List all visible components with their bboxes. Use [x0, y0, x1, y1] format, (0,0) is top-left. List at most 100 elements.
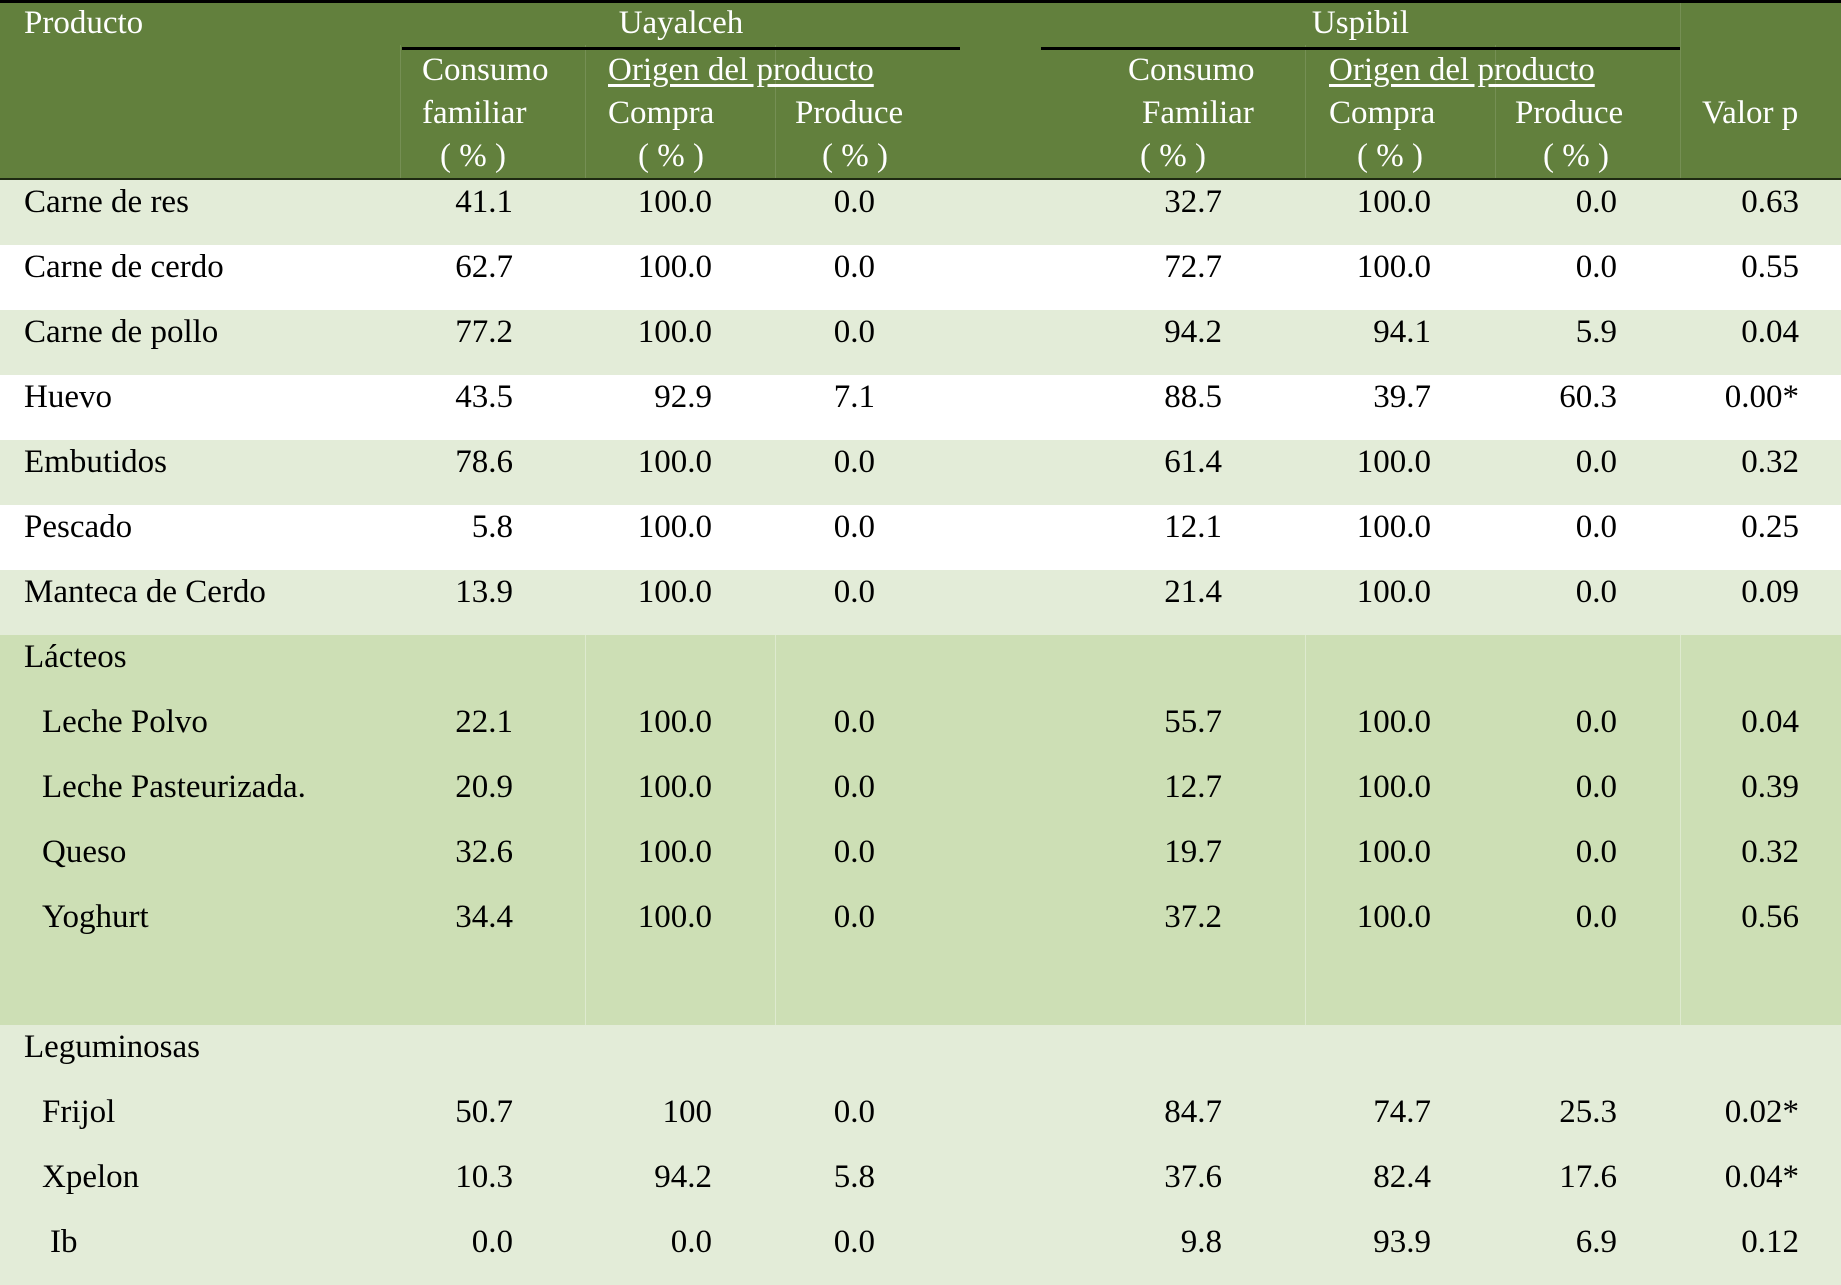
s-consumo: 12.1: [1164, 509, 1222, 545]
u-consumo: 43.5: [455, 379, 513, 415]
row-product: Manteca de Cerdo: [24, 574, 266, 610]
s-compra: 100.0: [1356, 509, 1431, 545]
column-divider: [775, 635, 776, 1025]
u-compra: 100.0: [637, 444, 712, 480]
table-row: Huevo 43.5 92.9 7.1 88.5 39.7 60.3 0.00*: [0, 375, 1841, 440]
row-product: Carne de pollo: [24, 314, 219, 350]
table-row: Xpelon 10.3 94.2 5.8 37.6 82.4 17.6 0.04…: [0, 1155, 1841, 1220]
table-row: Frijol 50.7 100 0.0 84.7 74.7 25.3 0.02*: [0, 1090, 1841, 1155]
s-produce: 0.0: [1575, 899, 1617, 935]
group-label-leguminosas: Leguminosas: [24, 1029, 200, 1065]
s-produce: 5.9: [1575, 314, 1617, 350]
valor-p: 0.32: [1741, 444, 1799, 480]
row-product: Huevo: [24, 379, 112, 415]
u-produce: 0.0: [833, 314, 875, 350]
header-producto: Producto: [24, 5, 144, 41]
s-produce: 0.0: [1575, 704, 1617, 740]
s-compra: 100.0: [1356, 574, 1431, 610]
valor-p: 0.02*: [1724, 1094, 1799, 1130]
table-row: Leche Polvo 22.1 100.0 0.0 55.7 100.0 0.…: [0, 700, 1841, 765]
valor-p: 0.63: [1741, 184, 1799, 220]
u-produce: 0.0: [833, 249, 875, 285]
u-consumo: 78.6: [455, 444, 513, 480]
s-compra: 100.0: [1356, 899, 1431, 935]
header-origen: Origen del producto: [608, 52, 874, 88]
header-pct: ( % ): [638, 138, 704, 174]
valor-p: 0.56: [1741, 899, 1799, 935]
s-produce: 60.3: [1559, 379, 1617, 415]
u-compra: 0.0: [670, 1224, 712, 1260]
valor-p: 0.55: [1741, 249, 1799, 285]
s-compra: 100.0: [1356, 444, 1431, 480]
group-underline: [1041, 47, 1680, 50]
s-produce: 0.0: [1575, 249, 1617, 285]
u-produce: 7.1: [833, 379, 875, 415]
u-produce: 0.0: [833, 704, 875, 740]
header-compra: Compra: [1329, 95, 1436, 131]
s-produce: 0.0: [1575, 769, 1617, 805]
s-consumo: 55.7: [1164, 704, 1222, 740]
row-product: Embutidos: [24, 444, 168, 480]
header-pct: ( % ): [1543, 138, 1609, 174]
s-produce: 0.0: [1575, 834, 1617, 870]
table-row: Yoghurt 34.4 100.0 0.0 37.2 100.0 0.0 0.…: [0, 895, 1841, 960]
s-consumo: 37.2: [1164, 899, 1222, 935]
header-produce: Produce: [1515, 95, 1624, 131]
u-compra: 100.0: [637, 249, 712, 285]
s-consumo: 88.5: [1164, 379, 1222, 415]
u-compra: 100.0: [637, 314, 712, 350]
table-row: Embutidos 78.6 100.0 0.0 61.4 100.0 0.0 …: [0, 440, 1841, 505]
s-compra: 100.0: [1356, 769, 1431, 805]
row-product: Xpelon: [42, 1159, 140, 1195]
row-product: Yoghurt: [42, 899, 149, 935]
u-produce: 0.0: [833, 184, 875, 220]
u-produce: 5.8: [833, 1159, 875, 1195]
u-compra: 100.0: [637, 574, 712, 610]
s-consumo: 19.7: [1164, 834, 1222, 870]
valor-p: 0.04: [1741, 314, 1799, 350]
u-produce: 0.0: [833, 1224, 875, 1260]
header-group-uayalceh: Uayalceh: [618, 5, 744, 41]
valor-p: 0.04: [1741, 704, 1799, 740]
u-consumo: 5.8: [471, 509, 513, 545]
s-produce: 0.0: [1575, 444, 1617, 480]
u-consumo: 10.3: [455, 1159, 513, 1195]
u-compra: 100.0: [637, 834, 712, 870]
header-familiar: Familiar: [1142, 95, 1254, 131]
row-product: Queso: [42, 834, 127, 870]
u-produce: 0.0: [833, 574, 875, 610]
header-origen: Origen del producto: [1329, 52, 1595, 88]
header-divider: [775, 45, 776, 180]
u-consumo: 34.4: [455, 899, 513, 935]
u-compra: 92.9: [654, 379, 712, 415]
s-consumo: 84.7: [1164, 1094, 1222, 1130]
valor-p: 0.39: [1741, 769, 1799, 805]
table-row: Queso 32.6 100.0 0.0 19.7 100.0 0.0 0.32: [0, 830, 1841, 895]
s-produce: 0.0: [1575, 509, 1617, 545]
u-compra: 100.0: [637, 899, 712, 935]
header-valor-p: Valor p: [1702, 95, 1799, 131]
table-row: Carne de res 41.1 100.0 0.0 32.7 100.0 0…: [0, 180, 1841, 245]
u-consumo: 41.1: [455, 184, 513, 220]
u-consumo: 13.9: [455, 574, 513, 610]
s-produce: 0.0: [1575, 574, 1617, 610]
s-compra: 100.0: [1356, 834, 1431, 870]
group-header-row: Lácteos: [0, 635, 1841, 700]
group-label-lacteos: Lácteos: [24, 639, 127, 675]
table-row: Carne de cerdo 62.7 100.0 0.0 72.7 100.0…: [0, 245, 1841, 310]
u-consumo: 50.7: [455, 1094, 513, 1130]
valor-p: 0.09: [1741, 574, 1799, 610]
column-divider: [1305, 635, 1306, 1025]
u-consumo: 0.0: [471, 1224, 513, 1260]
header-consumo: Consumo: [422, 52, 549, 88]
valor-p: 0.00*: [1724, 379, 1799, 415]
s-compra: 93.9: [1373, 1224, 1431, 1260]
header-divider: [400, 45, 401, 180]
u-produce: 0.0: [833, 899, 875, 935]
s-consumo: 37.6: [1164, 1159, 1222, 1195]
u-produce: 0.0: [833, 444, 875, 480]
header-divider: [1305, 45, 1306, 180]
valor-p: 0.32: [1741, 834, 1799, 870]
header-bottom-rule: [0, 178, 1841, 180]
header-familiar: familiar: [422, 95, 527, 131]
